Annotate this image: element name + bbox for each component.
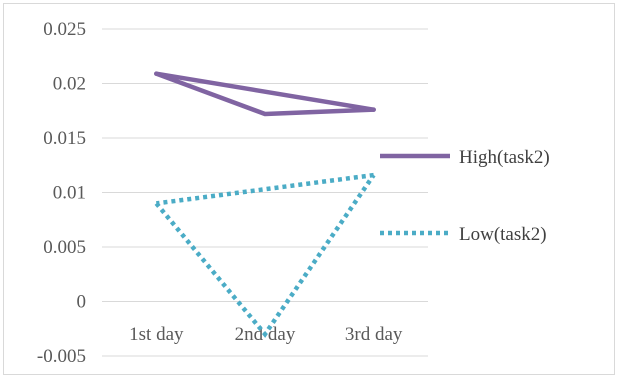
x-tick-label: 3rd day bbox=[345, 324, 403, 345]
series-closing-segment-low bbox=[156, 172, 374, 206]
series-lines bbox=[154, 71, 376, 338]
chart-frame: 0.025 0.02 0.015 0.01 0.005 0 -0.005 1st day 2n… bbox=[3, 3, 615, 375]
x-tick-label: 1st day bbox=[129, 324, 184, 345]
y-tick-label: 0.015 bbox=[43, 128, 86, 149]
y-tick-label: 0.025 bbox=[43, 19, 86, 40]
y-tick-label: -0.005 bbox=[37, 346, 86, 367]
y-tick-label: 0.02 bbox=[53, 74, 86, 95]
series-closing-segment-high bbox=[154, 71, 376, 112]
legend-label-low: Low(task2) bbox=[459, 224, 547, 245]
legend-label-high: High(task2) bbox=[459, 147, 550, 168]
y-tick-label: 0.005 bbox=[43, 237, 86, 258]
legend: High(task2) Low(task2) bbox=[380, 147, 550, 245]
y-axis-tick-labels: 0.025 0.02 0.015 0.01 0.005 0 -0.005 bbox=[37, 19, 86, 367]
series-line-low bbox=[154, 173, 376, 338]
gridlines bbox=[102, 28, 428, 357]
series-line-high bbox=[154, 71, 376, 117]
y-tick-label: 0 bbox=[77, 292, 87, 313]
y-tick-label: 0.01 bbox=[53, 183, 86, 204]
